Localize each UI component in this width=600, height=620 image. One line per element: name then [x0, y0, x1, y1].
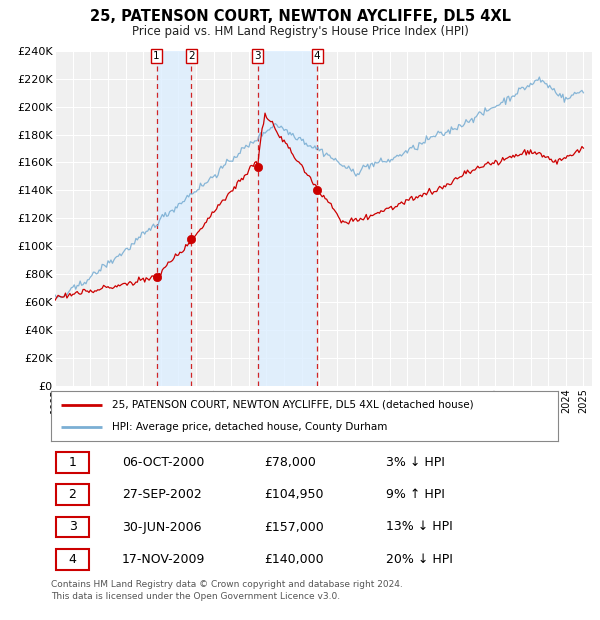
Text: 2: 2	[188, 51, 195, 61]
Text: 4: 4	[68, 553, 76, 565]
FancyBboxPatch shape	[56, 516, 89, 538]
Text: 25, PATENSON COURT, NEWTON AYCLIFFE, DL5 4XL (detached house): 25, PATENSON COURT, NEWTON AYCLIFFE, DL5…	[112, 400, 473, 410]
Text: HPI: Average price, detached house, County Durham: HPI: Average price, detached house, Coun…	[112, 422, 387, 432]
Text: 30-JUN-2006: 30-JUN-2006	[122, 521, 202, 533]
Text: £140,000: £140,000	[264, 553, 323, 565]
Text: 13% ↓ HPI: 13% ↓ HPI	[386, 521, 452, 533]
Bar	[257, 51, 317, 386]
Text: £157,000: £157,000	[264, 521, 323, 533]
FancyBboxPatch shape	[56, 452, 89, 473]
Text: Price paid vs. HM Land Registry's House Price Index (HPI): Price paid vs. HM Land Registry's House …	[131, 25, 469, 38]
Bar	[157, 51, 191, 386]
Text: 1: 1	[154, 51, 160, 61]
Text: £104,950: £104,950	[264, 489, 323, 501]
FancyBboxPatch shape	[56, 549, 89, 570]
Text: 20% ↓ HPI: 20% ↓ HPI	[386, 553, 452, 565]
Text: 25, PATENSON COURT, NEWTON AYCLIFFE, DL5 4XL: 25, PATENSON COURT, NEWTON AYCLIFFE, DL5…	[89, 9, 511, 24]
Text: 17-NOV-2009: 17-NOV-2009	[122, 553, 205, 565]
Text: £78,000: £78,000	[264, 456, 316, 469]
Text: 2: 2	[68, 489, 76, 501]
Text: Contains HM Land Registry data © Crown copyright and database right 2024.
This d: Contains HM Land Registry data © Crown c…	[51, 580, 403, 601]
Text: 3: 3	[68, 521, 76, 533]
Text: 3: 3	[254, 51, 261, 61]
Text: 1: 1	[68, 456, 76, 469]
Text: 4: 4	[314, 51, 320, 61]
Text: 27-SEP-2002: 27-SEP-2002	[122, 489, 202, 501]
Text: 9% ↑ HPI: 9% ↑ HPI	[386, 489, 445, 501]
FancyBboxPatch shape	[56, 484, 89, 505]
Text: 06-OCT-2000: 06-OCT-2000	[122, 456, 205, 469]
Text: 3% ↓ HPI: 3% ↓ HPI	[386, 456, 445, 469]
